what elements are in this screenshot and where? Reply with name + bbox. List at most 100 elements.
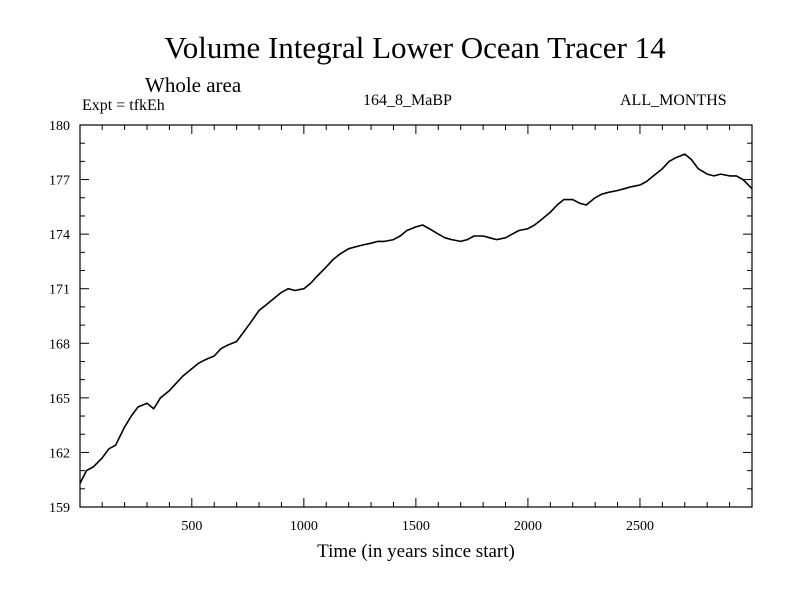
data-point — [182, 375, 184, 377]
chart-subtitle: Whole area — [145, 73, 242, 97]
data-point — [339, 253, 341, 255]
y-tick-label: 180 — [49, 119, 70, 134]
data-point — [518, 229, 520, 232]
data-point — [549, 211, 551, 213]
period-label: ALL_MONTHS — [620, 92, 727, 109]
data-point — [496, 239, 498, 241]
data-point — [348, 248, 350, 250]
data-point — [623, 188, 625, 190]
data-point — [742, 179, 744, 181]
data-point — [325, 266, 327, 268]
x-tick-label: 500 — [181, 519, 202, 534]
data-point — [630, 186, 632, 188]
y-tick-label: 165 — [49, 392, 70, 407]
data-point — [258, 309, 260, 312]
data-point — [675, 157, 677, 159]
data-point — [310, 282, 312, 284]
data-point — [684, 153, 686, 155]
data-point — [534, 224, 536, 226]
data-point — [646, 180, 648, 182]
data-point — [146, 402, 148, 404]
data-point — [204, 359, 206, 361]
data-point — [316, 275, 318, 277]
x-tick-label: 1000 — [290, 519, 318, 534]
data-point — [220, 348, 222, 350]
data-point — [617, 189, 619, 192]
data-point — [713, 175, 715, 177]
data-point — [115, 444, 117, 446]
y-tick-label: 159 — [49, 501, 70, 516]
series-line — [79, 153, 753, 484]
data-point — [197, 362, 200, 364]
data-point — [608, 191, 610, 193]
data-point — [652, 175, 655, 177]
data-point — [361, 244, 363, 246]
data-point — [130, 415, 132, 417]
case-label: 164_8_MaBP — [363, 92, 452, 109]
data-point — [377, 240, 379, 242]
data-point — [101, 457, 103, 459]
data-point — [137, 406, 139, 408]
data-point — [466, 239, 468, 241]
axis-ticks: 500 1000 1500 2000 2500 159 162 165 168 171 174 177… — [49, 119, 752, 534]
data-point — [735, 175, 737, 177]
data-point — [153, 408, 155, 410]
data-point — [108, 448, 110, 450]
data-point — [175, 382, 177, 384]
x-axis-label: Time (in years since start) — [317, 541, 515, 562]
data-point — [527, 228, 529, 230]
data-point — [168, 390, 170, 392]
data-point — [444, 237, 446, 239]
data-point — [489, 237, 491, 239]
data-point — [236, 340, 238, 343]
data-point — [242, 331, 244, 333]
data-point — [85, 470, 88, 472]
data-point — [92, 466, 94, 468]
data-point — [556, 204, 558, 206]
data-point — [601, 193, 603, 195]
data-point — [249, 322, 251, 324]
data-point — [572, 199, 574, 201]
data-point — [422, 224, 424, 226]
data-point — [159, 397, 161, 399]
data-point — [437, 233, 439, 235]
plot-lines — [79, 153, 753, 484]
data-point — [294, 289, 296, 292]
data-point — [706, 173, 708, 175]
data-point — [303, 288, 305, 290]
data-point — [460, 240, 462, 242]
data-point — [124, 426, 126, 428]
data-point — [668, 160, 670, 162]
data-point — [213, 355, 215, 357]
data-point — [540, 219, 543, 221]
y-tick-label: 174 — [49, 228, 70, 243]
data-point — [720, 173, 722, 175]
x-tick-label: 2000 — [514, 519, 542, 534]
y-tick-label: 162 — [49, 446, 70, 461]
data-point — [585, 204, 587, 206]
data-point — [511, 233, 513, 235]
data-point — [383, 240, 386, 242]
data-point — [504, 237, 507, 239]
data-point — [271, 299, 274, 301]
data-point — [415, 226, 417, 228]
data-point — [697, 168, 699, 170]
data-point — [265, 304, 267, 306]
x-tick-label: 2500 — [626, 519, 654, 534]
data-point — [399, 235, 401, 237]
data-point — [370, 242, 372, 244]
data-point — [451, 239, 453, 241]
data-point — [473, 235, 475, 237]
data-point — [563, 199, 565, 201]
data-point — [428, 228, 430, 230]
y-tick-label: 177 — [49, 174, 70, 189]
data-point — [392, 239, 395, 241]
data-point — [354, 246, 356, 248]
data-point — [332, 259, 334, 261]
x-tick-label: 1500 — [402, 519, 430, 534]
data-point — [594, 197, 596, 199]
data-point — [729, 175, 731, 177]
plot-frame — [79, 124, 753, 508]
data-point — [406, 229, 408, 232]
data-point — [280, 291, 282, 293]
